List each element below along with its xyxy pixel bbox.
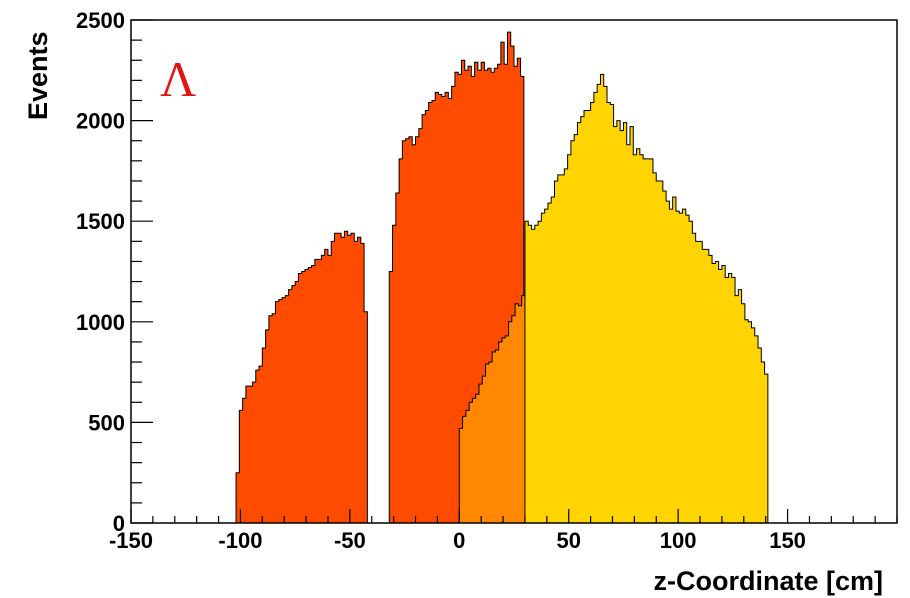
x-axis-ticks: -150 -100 -50 0 50 100 150 (109, 509, 898, 553)
y-tick-label: 1500 (76, 209, 125, 234)
y-tick-label: 1000 (76, 310, 125, 335)
y-tick-label: 0 (113, 511, 125, 536)
x-tick-label: 100 (660, 528, 697, 553)
x-tick-label: 150 (769, 528, 806, 553)
x-tick-label: -100 (218, 528, 262, 553)
x-axis-title: z-Coordinate [cm] (654, 566, 884, 596)
y-tick-label: 2000 (76, 109, 125, 134)
x-tick-label: 0 (453, 528, 465, 553)
lambda-annotation: Λ (160, 51, 196, 107)
histogram-series-4 (524, 73, 769, 524)
histogram-series-1 (235, 230, 368, 524)
y-tick-label: 2500 (76, 8, 125, 33)
plot-frame (130, 19, 898, 524)
x-tick-label: -150 (109, 528, 153, 553)
x-tick-label: 50 (556, 528, 580, 553)
y-tick-label: 500 (88, 410, 125, 435)
y-axis-title: Events (23, 31, 53, 120)
y-axis-ticks: 0 500 1000 1500 2000 2500 (76, 8, 153, 536)
x-tick-label: -50 (334, 528, 366, 553)
histogram-bars (235, 31, 769, 524)
